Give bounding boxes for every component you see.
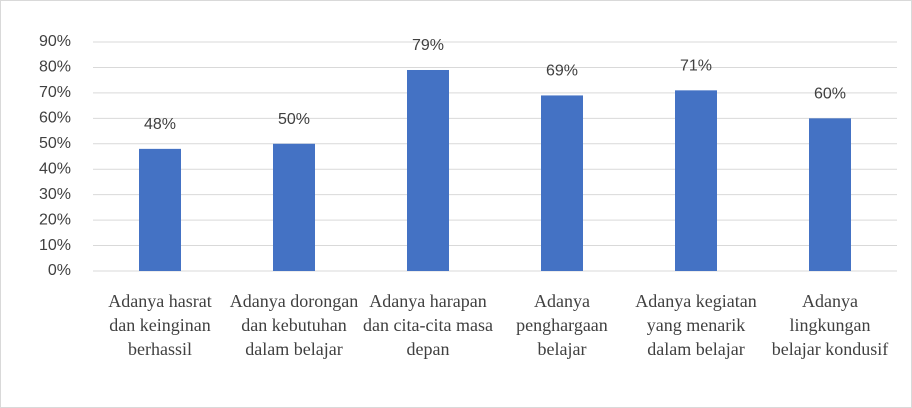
- bar: [273, 143, 315, 271]
- bar: [407, 69, 449, 271]
- y-tick-label: 50%: [39, 135, 71, 152]
- y-tick-label: 20%: [39, 211, 71, 228]
- data-label: 48%: [144, 116, 176, 133]
- bar: [809, 118, 851, 271]
- x-tick-label: Adanya harapan dan cita-cita masa depan: [363, 291, 493, 359]
- x-tick-label: Adanya kegiatan yang menarik dalam belaj…: [635, 291, 757, 359]
- data-label: 50%: [278, 111, 310, 128]
- y-tick-label: 60%: [39, 110, 71, 127]
- x-tick-label: Adanya lingkungan belajar kondusif: [771, 291, 889, 359]
- y-tick-label: 90%: [39, 33, 71, 50]
- x-tick-label: Adanya hasrat dan keinginan berhassil: [108, 291, 212, 359]
- bar: [675, 90, 717, 271]
- data-label: 69%: [546, 63, 578, 80]
- y-tick-label: 40%: [39, 160, 71, 177]
- y-tick-label: 80%: [39, 59, 71, 76]
- y-tick-label: 0%: [48, 262, 71, 279]
- x-tick-label: Adanya penghargaan belajar: [516, 291, 608, 359]
- data-label: 71%: [680, 58, 712, 75]
- y-tick-label: 70%: [39, 84, 71, 101]
- y-tick-label: 10%: [39, 237, 71, 254]
- y-tick-label: 30%: [39, 186, 71, 203]
- bar: [541, 95, 583, 271]
- data-label: 79%: [412, 37, 444, 54]
- bar: [139, 148, 181, 271]
- data-label: 60%: [814, 86, 846, 103]
- x-tick-label: Adanya dorongan dan kebutuhan dalam bela…: [229, 291, 359, 359]
